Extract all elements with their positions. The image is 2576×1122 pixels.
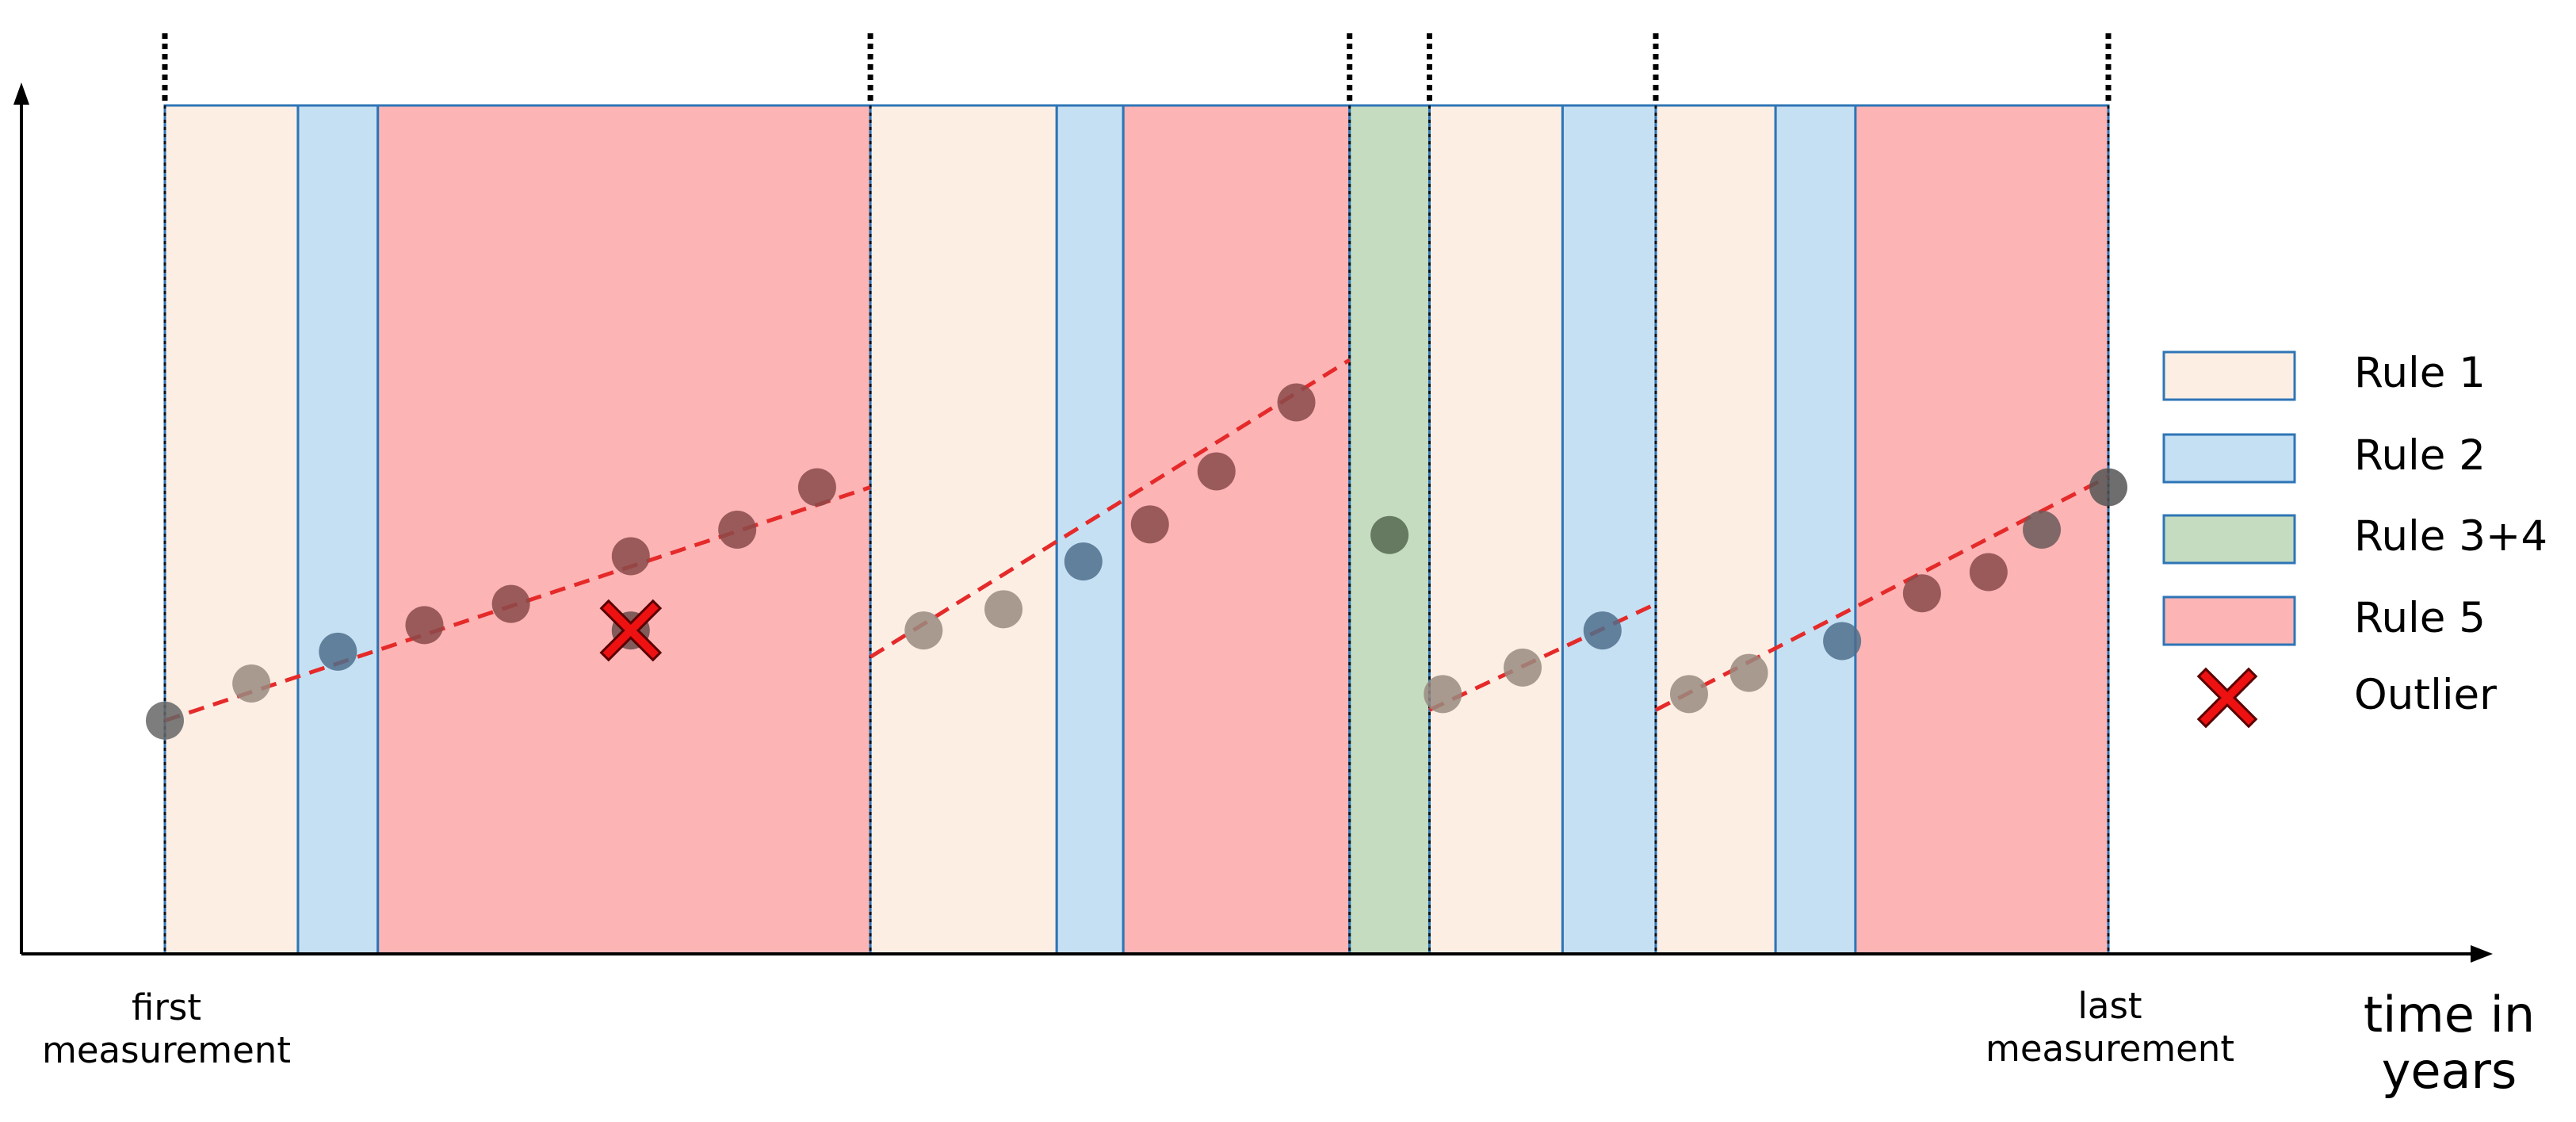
- band-rule2-8: [1561, 104, 1657, 955]
- legend-label-rule34: Rule 3+4: [2354, 512, 2548, 561]
- band-rule1-0: [163, 104, 300, 955]
- measurement-point-2: [319, 632, 357, 671]
- band-rule5-11: [1854, 104, 2110, 955]
- measurement-point-15: [1370, 515, 1409, 554]
- measurement-point-25: [2089, 468, 2127, 507]
- measurement-point-6: [611, 537, 650, 576]
- measurement-point-4: [491, 584, 530, 623]
- measurement-point-19: [1669, 675, 1708, 714]
- legend-swatch-rule1: [2162, 350, 2296, 401]
- rule-bands: [163, 104, 2110, 955]
- last-measurement-line-1: last: [2077, 985, 2142, 1027]
- y-axis-arrow-icon: [13, 82, 29, 105]
- last-measurement-label: last measurement: [1951, 985, 2268, 1070]
- measurement-boundaries: [162, 33, 2112, 954]
- band-rule1-7: [1428, 104, 1564, 955]
- measurement-point-11: [1064, 542, 1103, 581]
- measurement-point-22: [1902, 574, 1941, 613]
- outlier-marker: [599, 599, 663, 662]
- measurement-point-10: [984, 590, 1023, 629]
- measurement-point-13: [1197, 452, 1236, 491]
- first-measurement-label: first measurement: [8, 986, 325, 1072]
- trend-line-1: [869, 358, 1351, 659]
- measurement-point-18: [1583, 611, 1622, 650]
- measurement-point-17: [1504, 648, 1542, 687]
- band-rule2-4: [1055, 104, 1125, 955]
- legend-label-rule2: Rule 2: [2354, 431, 2486, 480]
- band-rule2-10: [1774, 104, 1857, 955]
- measurement-point-0: [146, 701, 184, 740]
- x-axis-title: time in years: [2330, 986, 2568, 1100]
- measurement-point-14: [1277, 383, 1316, 422]
- measurement-point-16: [1424, 675, 1462, 714]
- x-axis-title-line-1: time in: [2363, 986, 2536, 1043]
- outlier-cross-icon-stroke: [602, 602, 659, 659]
- legend-label-rule5: Rule 5: [2354, 594, 2486, 642]
- legend-swatch-rule5: [2162, 595, 2296, 646]
- band-rule2-1: [296, 104, 380, 955]
- measurement-point-1: [232, 664, 271, 703]
- axes: [13, 82, 2493, 963]
- band-rule1-3: [869, 104, 1058, 955]
- legend-label-rule1: Rule 1: [2354, 349, 2486, 397]
- legend-swatch-rule2: [2162, 433, 2296, 484]
- measurement-point-20: [1729, 653, 1768, 692]
- legend-outlier-icon: [2196, 667, 2258, 729]
- measurement-point-9: [904, 611, 943, 650]
- measurement-point-3: [405, 606, 444, 645]
- first-measurement-line-1: first: [132, 986, 201, 1028]
- measurement-point-21: [1823, 622, 1862, 661]
- last-measurement-line-2: measurement: [1986, 1028, 2234, 1070]
- measurement-point-12: [1130, 505, 1169, 544]
- legend: [2162, 350, 2296, 729]
- band-rule5-2: [376, 104, 872, 955]
- x-axis-title-line-2: years: [2381, 1042, 2517, 1101]
- measurement-point-7: [718, 511, 757, 549]
- legend-outlier-icon-stroke: [2200, 670, 2255, 726]
- measurement-points: [146, 383, 2127, 740]
- measurement-point-24: [2023, 511, 2062, 549]
- x-axis-arrow-icon: [2471, 945, 2493, 963]
- band-rule1-9: [1654, 104, 1777, 955]
- outlier-cross-icon: [599, 599, 663, 662]
- first-measurement-line-2: measurement: [42, 1029, 291, 1071]
- measurement-point-8: [797, 468, 836, 507]
- legend-swatch-rule34: [2162, 514, 2296, 565]
- measurement-point-23: [1969, 553, 2008, 592]
- legend-label-outlier: Outlier: [2354, 671, 2497, 719]
